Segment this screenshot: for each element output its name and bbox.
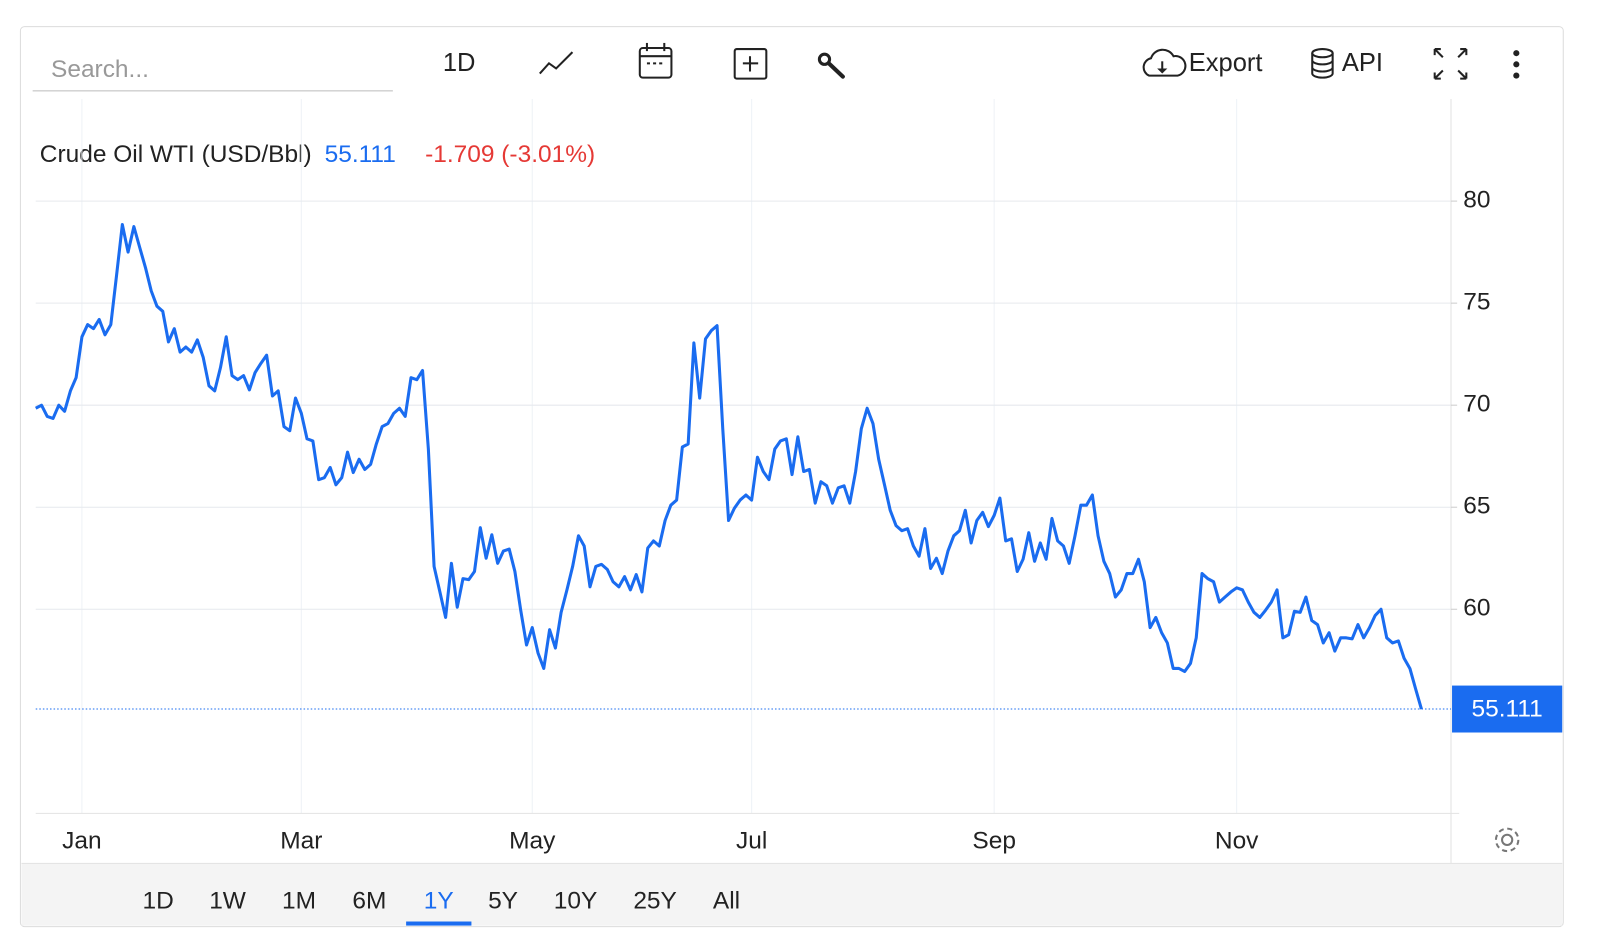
- more-menu-icon[interactable]: [1513, 50, 1520, 79]
- api-label[interactable]: API: [1342, 49, 1383, 77]
- price-line: [35, 223, 1423, 710]
- y-tick-label: 70: [1463, 391, 1490, 418]
- fullscreen-icon[interactable]: [1433, 48, 1468, 80]
- range-button[interactable]: 1W: [209, 888, 247, 915]
- range-button[interactable]: All: [713, 888, 740, 915]
- active-range-underline: [406, 921, 472, 926]
- range-button[interactable]: 5Y: [488, 888, 518, 915]
- last-price-badge: [1452, 685, 1563, 733]
- export-label[interactable]: Export: [1189, 49, 1263, 77]
- chart-header: Crude Oil WTI (USD/Bbl) 55.111 -1.709 (-…: [40, 142, 595, 169]
- calendar-icon[interactable]: [638, 42, 673, 79]
- range-button[interactable]: 1M: [282, 888, 316, 915]
- chart-type-icon[interactable]: [539, 51, 574, 75]
- chart-title: Crude Oil WTI (USD/Bbl): [40, 142, 312, 169]
- api-button[interactable]: API: [1311, 48, 1383, 79]
- y-tick-label: 60: [1463, 595, 1490, 622]
- interval-button[interactable]: 1D: [443, 49, 476, 77]
- gear-icon[interactable]: [1494, 827, 1520, 853]
- x-tick-label: Jul: [736, 827, 767, 854]
- range-button[interactable]: 1Y: [424, 888, 454, 915]
- y-tick-label: 65: [1463, 493, 1490, 520]
- x-tick-label: Nov: [1215, 827, 1259, 854]
- range-button[interactable]: 25Y: [633, 888, 677, 915]
- card: [19, 26, 1564, 928]
- range-bar: [21, 863, 1563, 926]
- search-input[interactable]: Search...: [51, 56, 149, 83]
- range-button[interactable]: 1D: [143, 888, 174, 915]
- change: -1.709 (-3.01%): [425, 142, 595, 169]
- price: 55.111: [325, 142, 396, 169]
- settings-wrench-icon[interactable]: [817, 52, 845, 79]
- x-tick-label: Mar: [280, 827, 322, 854]
- x-tick-label: Jan: [62, 827, 101, 854]
- range-button[interactable]: 10Y: [554, 888, 598, 915]
- y-tick-label: 75: [1463, 289, 1490, 316]
- x-tick-label: May: [509, 827, 556, 854]
- range-button[interactable]: 6M: [352, 888, 386, 915]
- y-tick-label: 80: [1463, 187, 1490, 214]
- export-button[interactable]: Export: [1142, 48, 1263, 77]
- last-price-label: 55.111: [1472, 696, 1543, 723]
- x-tick-label: Sep: [972, 827, 1016, 854]
- add-indicator-icon[interactable]: [733, 48, 768, 80]
